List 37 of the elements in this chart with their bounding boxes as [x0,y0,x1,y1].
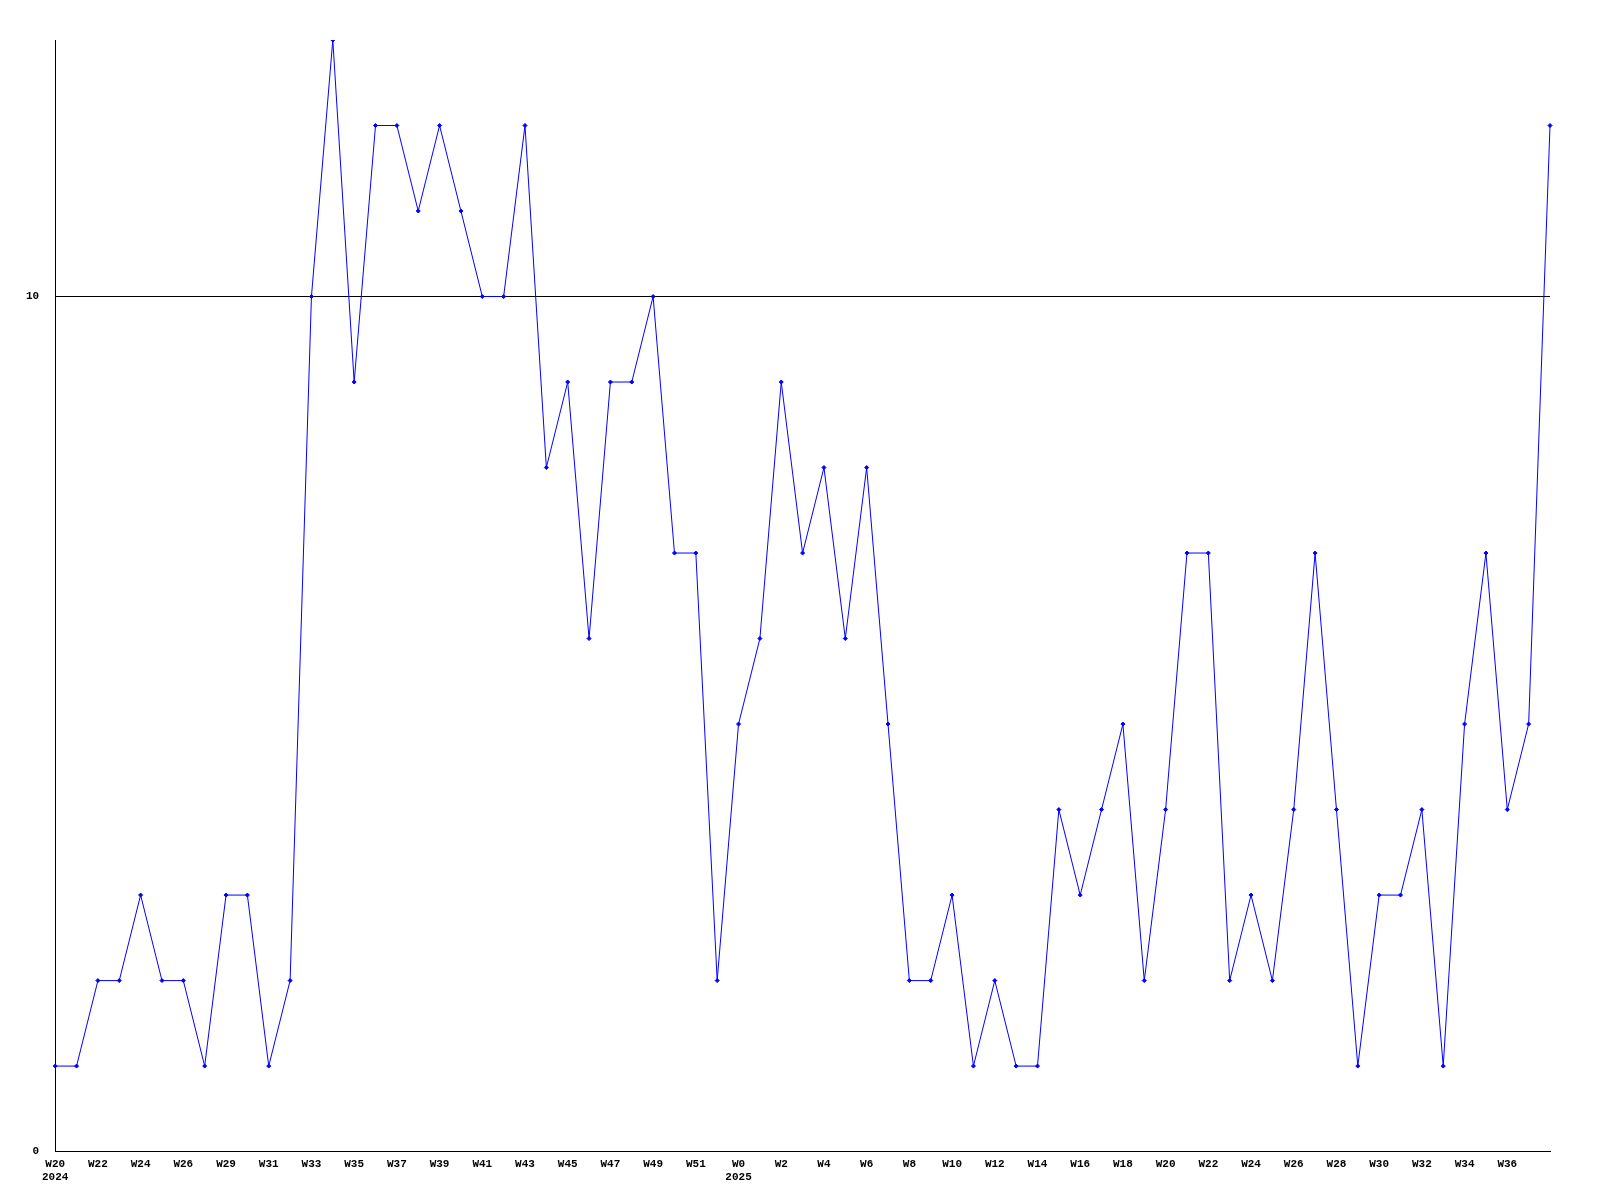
x-tick-label: W32 [1411,1157,1432,1170]
x-tick-label: W20 2024 [42,1157,69,1184]
x-tick-label: W4 [817,1157,831,1170]
x-tick-label: W20 [1155,1157,1176,1170]
x-tick-label: W12 [984,1157,1005,1170]
x-tick-label: W6 [860,1157,874,1170]
x-tick-label: W2 [774,1157,788,1170]
x-tick-label: W22 [1198,1157,1219,1170]
y-tick-label: 10 [26,290,40,303]
x-tick-label: W26 [173,1157,194,1170]
x-tick-label: W37 [386,1157,407,1170]
x-tick-label: W10 [942,1157,962,1170]
x-tick-label: W28 [1326,1157,1347,1170]
x-tick-label: W16 [1070,1157,1091,1170]
x-tick-label: W29 [216,1157,236,1170]
x-tick-label: W24 [1241,1157,1262,1170]
x-tick-label: W24 [130,1157,151,1170]
x-tick-label: W0 2025 [725,1157,753,1184]
x-tick-label: W39 [429,1157,450,1170]
y-tick-label: 0 [32,1145,40,1158]
x-tick-label: W34 [1454,1157,1475,1170]
x-tick-label: W35 [344,1157,365,1170]
x-tick-label: W36 [1497,1157,1518,1170]
x-tick-label: W8 [902,1157,917,1170]
x-tick-label: W33 [301,1157,322,1170]
x-tick-label: W31 [258,1157,280,1170]
x-tick-label: W18 [1113,1157,1134,1170]
x-tick-label: W14 [1027,1157,1048,1170]
x-tick-label: W51 [685,1157,707,1170]
x-tick-label: W26 [1283,1157,1304,1170]
x-tick-label: W47 [600,1157,621,1170]
x-tick-label: W45 [557,1157,578,1170]
x-tick-label: W49 [643,1157,664,1170]
x-tick-label: W43 [515,1157,536,1170]
x-tick-label: W41 [472,1157,493,1170]
x-tick-label: W22 [88,1157,108,1170]
x-tick-label: W30 [1369,1157,1390,1170]
